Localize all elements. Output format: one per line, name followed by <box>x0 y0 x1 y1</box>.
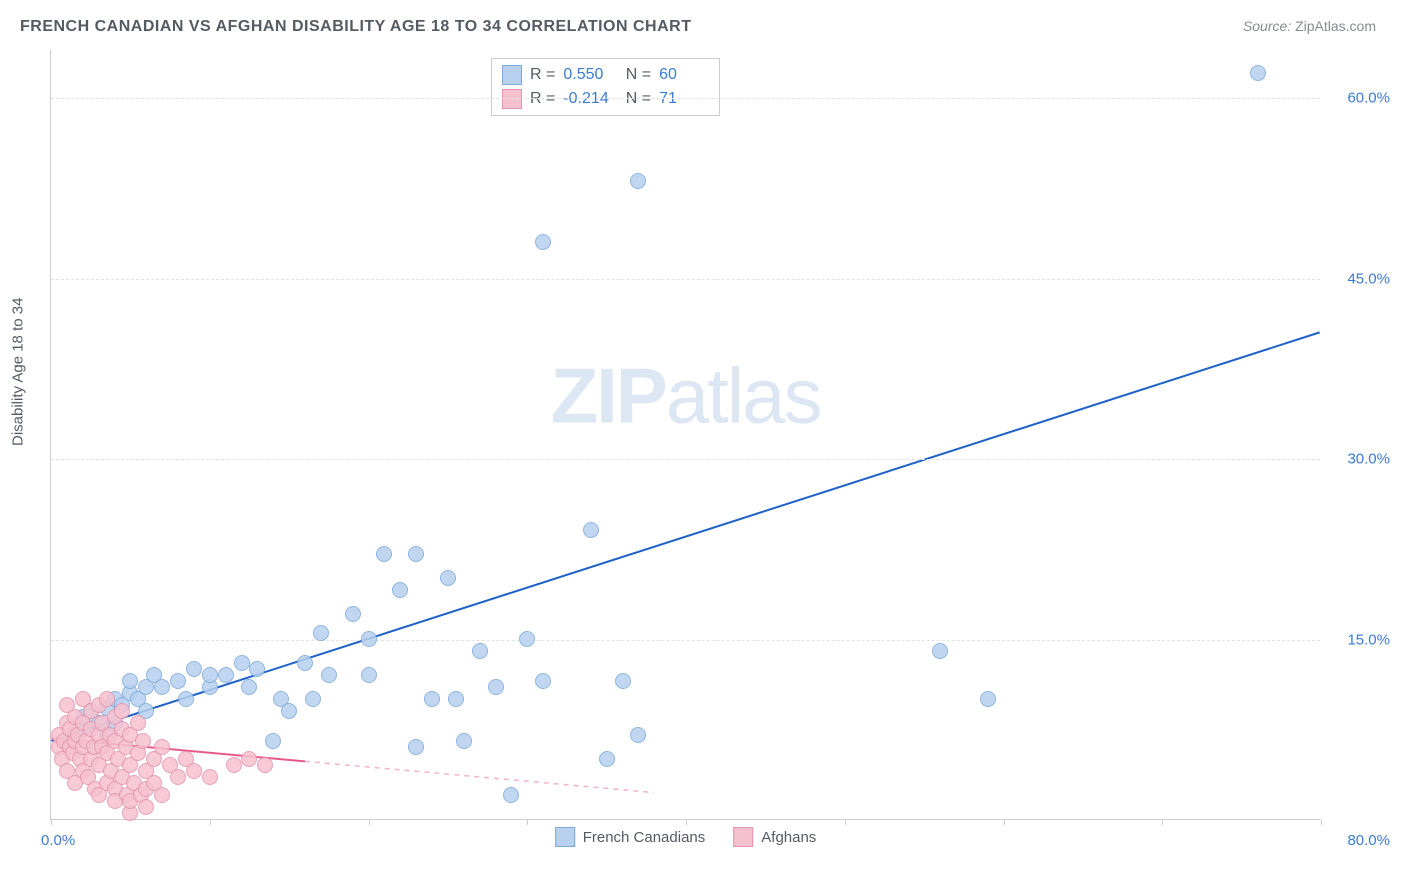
trend-line <box>305 761 654 792</box>
data-point <box>281 703 297 719</box>
gridline <box>51 279 1320 280</box>
data-point <box>424 691 440 707</box>
data-point <box>980 691 996 707</box>
x-tick <box>210 819 211 825</box>
y-tick-label: 60.0% <box>1330 90 1390 107</box>
data-point <box>361 631 377 647</box>
data-point <box>630 173 646 189</box>
data-point <box>456 733 472 749</box>
data-point <box>448 691 464 707</box>
watermark: ZIPatlas <box>550 351 820 442</box>
stat-r-label: R = <box>530 66 555 84</box>
data-point <box>408 739 424 755</box>
y-tick-label: 30.0% <box>1330 451 1390 468</box>
data-point <box>170 769 186 785</box>
data-point <box>249 661 265 677</box>
data-point <box>630 727 646 743</box>
data-point <box>392 582 408 598</box>
chart-title: FRENCH CANADIAN VS AFGHAN DISABILITY AGE… <box>20 18 691 36</box>
data-point <box>408 546 424 562</box>
legend-item-series1: French Canadians <box>555 827 706 847</box>
data-point <box>186 763 202 779</box>
data-point <box>361 667 377 683</box>
x-tick <box>369 819 370 825</box>
legend-item-series2: Afghans <box>733 827 816 847</box>
data-point <box>154 739 170 755</box>
x-tick <box>51 819 52 825</box>
data-point <box>535 673 551 689</box>
data-point <box>99 691 115 707</box>
data-point <box>202 769 218 785</box>
data-point <box>241 751 257 767</box>
gridline <box>51 640 1320 641</box>
source-label: Source: <box>1243 18 1291 34</box>
x-tick <box>1321 819 1322 825</box>
stat-n-label: N = <box>621 66 651 84</box>
data-point <box>583 522 599 538</box>
data-point <box>257 757 273 773</box>
data-point <box>472 643 488 659</box>
y-tick-label: 45.0% <box>1330 270 1390 287</box>
data-point <box>154 679 170 695</box>
data-point <box>615 673 631 689</box>
y-axis-label: Disability Age 18 to 34 <box>10 298 27 446</box>
data-point <box>305 691 321 707</box>
x-tick <box>1162 819 1163 825</box>
trend-line <box>51 332 1319 741</box>
data-point <box>297 655 313 671</box>
data-point <box>535 234 551 250</box>
data-point <box>241 679 257 695</box>
data-point <box>321 667 337 683</box>
data-point <box>135 733 151 749</box>
x-tick <box>527 819 528 825</box>
gridline <box>51 459 1320 460</box>
source-attribution: Source: ZipAtlas.com <box>1243 18 1376 34</box>
stats-box: R = 0.550 N = 60 R = -0.214 N = 71 <box>491 58 720 116</box>
data-point <box>376 546 392 562</box>
legend-swatch-series1 <box>555 827 575 847</box>
data-point <box>488 679 504 695</box>
x-tick <box>1004 819 1005 825</box>
data-point <box>503 787 519 803</box>
data-point <box>114 703 130 719</box>
x-tick <box>686 819 687 825</box>
data-point <box>519 631 535 647</box>
gridline <box>51 98 1320 99</box>
stat-r-value-1: 0.550 <box>563 66 613 84</box>
data-point <box>130 715 146 731</box>
data-point <box>313 625 329 641</box>
plot-area: ZIPatlas R = 0.550 N = 60 R = -0.214 N =… <box>50 50 1320 820</box>
legend-swatch-series2 <box>733 827 753 847</box>
y-tick-label: 15.0% <box>1330 631 1390 648</box>
data-point <box>932 643 948 659</box>
legend: French Canadians Afghans <box>555 827 817 847</box>
data-point <box>234 655 250 671</box>
data-point <box>599 751 615 767</box>
data-point <box>202 667 218 683</box>
data-point <box>178 691 194 707</box>
data-point <box>186 661 202 677</box>
x-axis-min-label: 0.0% <box>41 832 75 849</box>
trend-lines <box>51 50 1320 819</box>
data-point <box>1250 65 1266 81</box>
data-point <box>138 799 154 815</box>
data-point <box>122 673 138 689</box>
legend-label-series2: Afghans <box>761 829 816 846</box>
data-point <box>154 787 170 803</box>
stats-row-series1: R = 0.550 N = 60 <box>502 63 709 87</box>
x-tick <box>845 819 846 825</box>
data-point <box>170 673 186 689</box>
source-value: ZipAtlas.com <box>1295 18 1376 34</box>
data-point <box>218 667 234 683</box>
data-point <box>265 733 281 749</box>
legend-label-series1: French Canadians <box>583 829 706 846</box>
x-axis-max-label: 80.0% <box>1347 832 1390 849</box>
data-point <box>226 757 242 773</box>
data-point <box>440 570 456 586</box>
stat-n-value-1: 60 <box>659 66 709 84</box>
swatch-series1 <box>502 65 522 85</box>
data-point <box>345 606 361 622</box>
